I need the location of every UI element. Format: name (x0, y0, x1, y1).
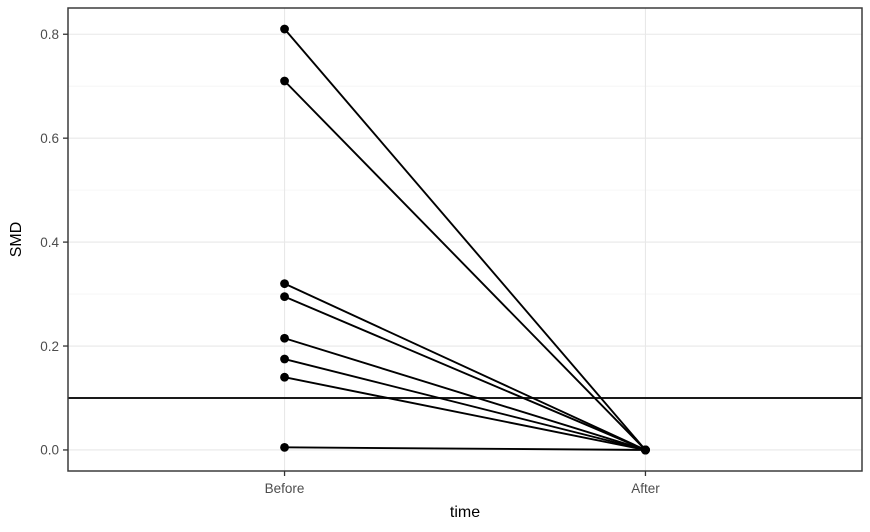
y-tick-label: 0.4 (40, 235, 59, 250)
axis-ticks-layer (63, 33, 647, 476)
series-line (284, 295, 646, 451)
y-tick-label: 0.6 (40, 131, 59, 146)
series-line (283, 80, 647, 451)
data-point-before (280, 76, 289, 86)
data-point-before (280, 354, 289, 364)
x-tick-label-after: After (631, 481, 660, 496)
series-line (284, 446, 646, 451)
major-gridlines (68, 8, 862, 471)
x-tick-label-before: Before (265, 481, 305, 496)
data-point-before (280, 372, 289, 382)
series-pair-8 (280, 442, 650, 455)
data-point-before (280, 442, 289, 452)
series-line (284, 282, 646, 451)
series-line (283, 28, 647, 451)
data-point-before (280, 24, 289, 34)
series-line (284, 337, 646, 451)
panel-border (67, 7, 863, 472)
series-line (284, 376, 646, 451)
axis-labels-layer: 0.0 0.2 0.4 0.6 0.8 Before After (40, 27, 660, 496)
y-tick-label: 0.8 (40, 27, 59, 42)
y-tick-label: 0.0 (40, 443, 59, 458)
series-line (284, 358, 646, 451)
data-point-before (280, 333, 289, 343)
panel-border-layer (67, 7, 863, 472)
data-point-after (641, 445, 650, 455)
x-axis-title: time (450, 504, 480, 521)
data-point-before (280, 292, 289, 302)
y-axis-title: SMD (8, 222, 25, 258)
y-tick-label: 0.2 (40, 339, 59, 354)
data-series-layer (280, 24, 650, 455)
data-point-before (280, 279, 289, 289)
